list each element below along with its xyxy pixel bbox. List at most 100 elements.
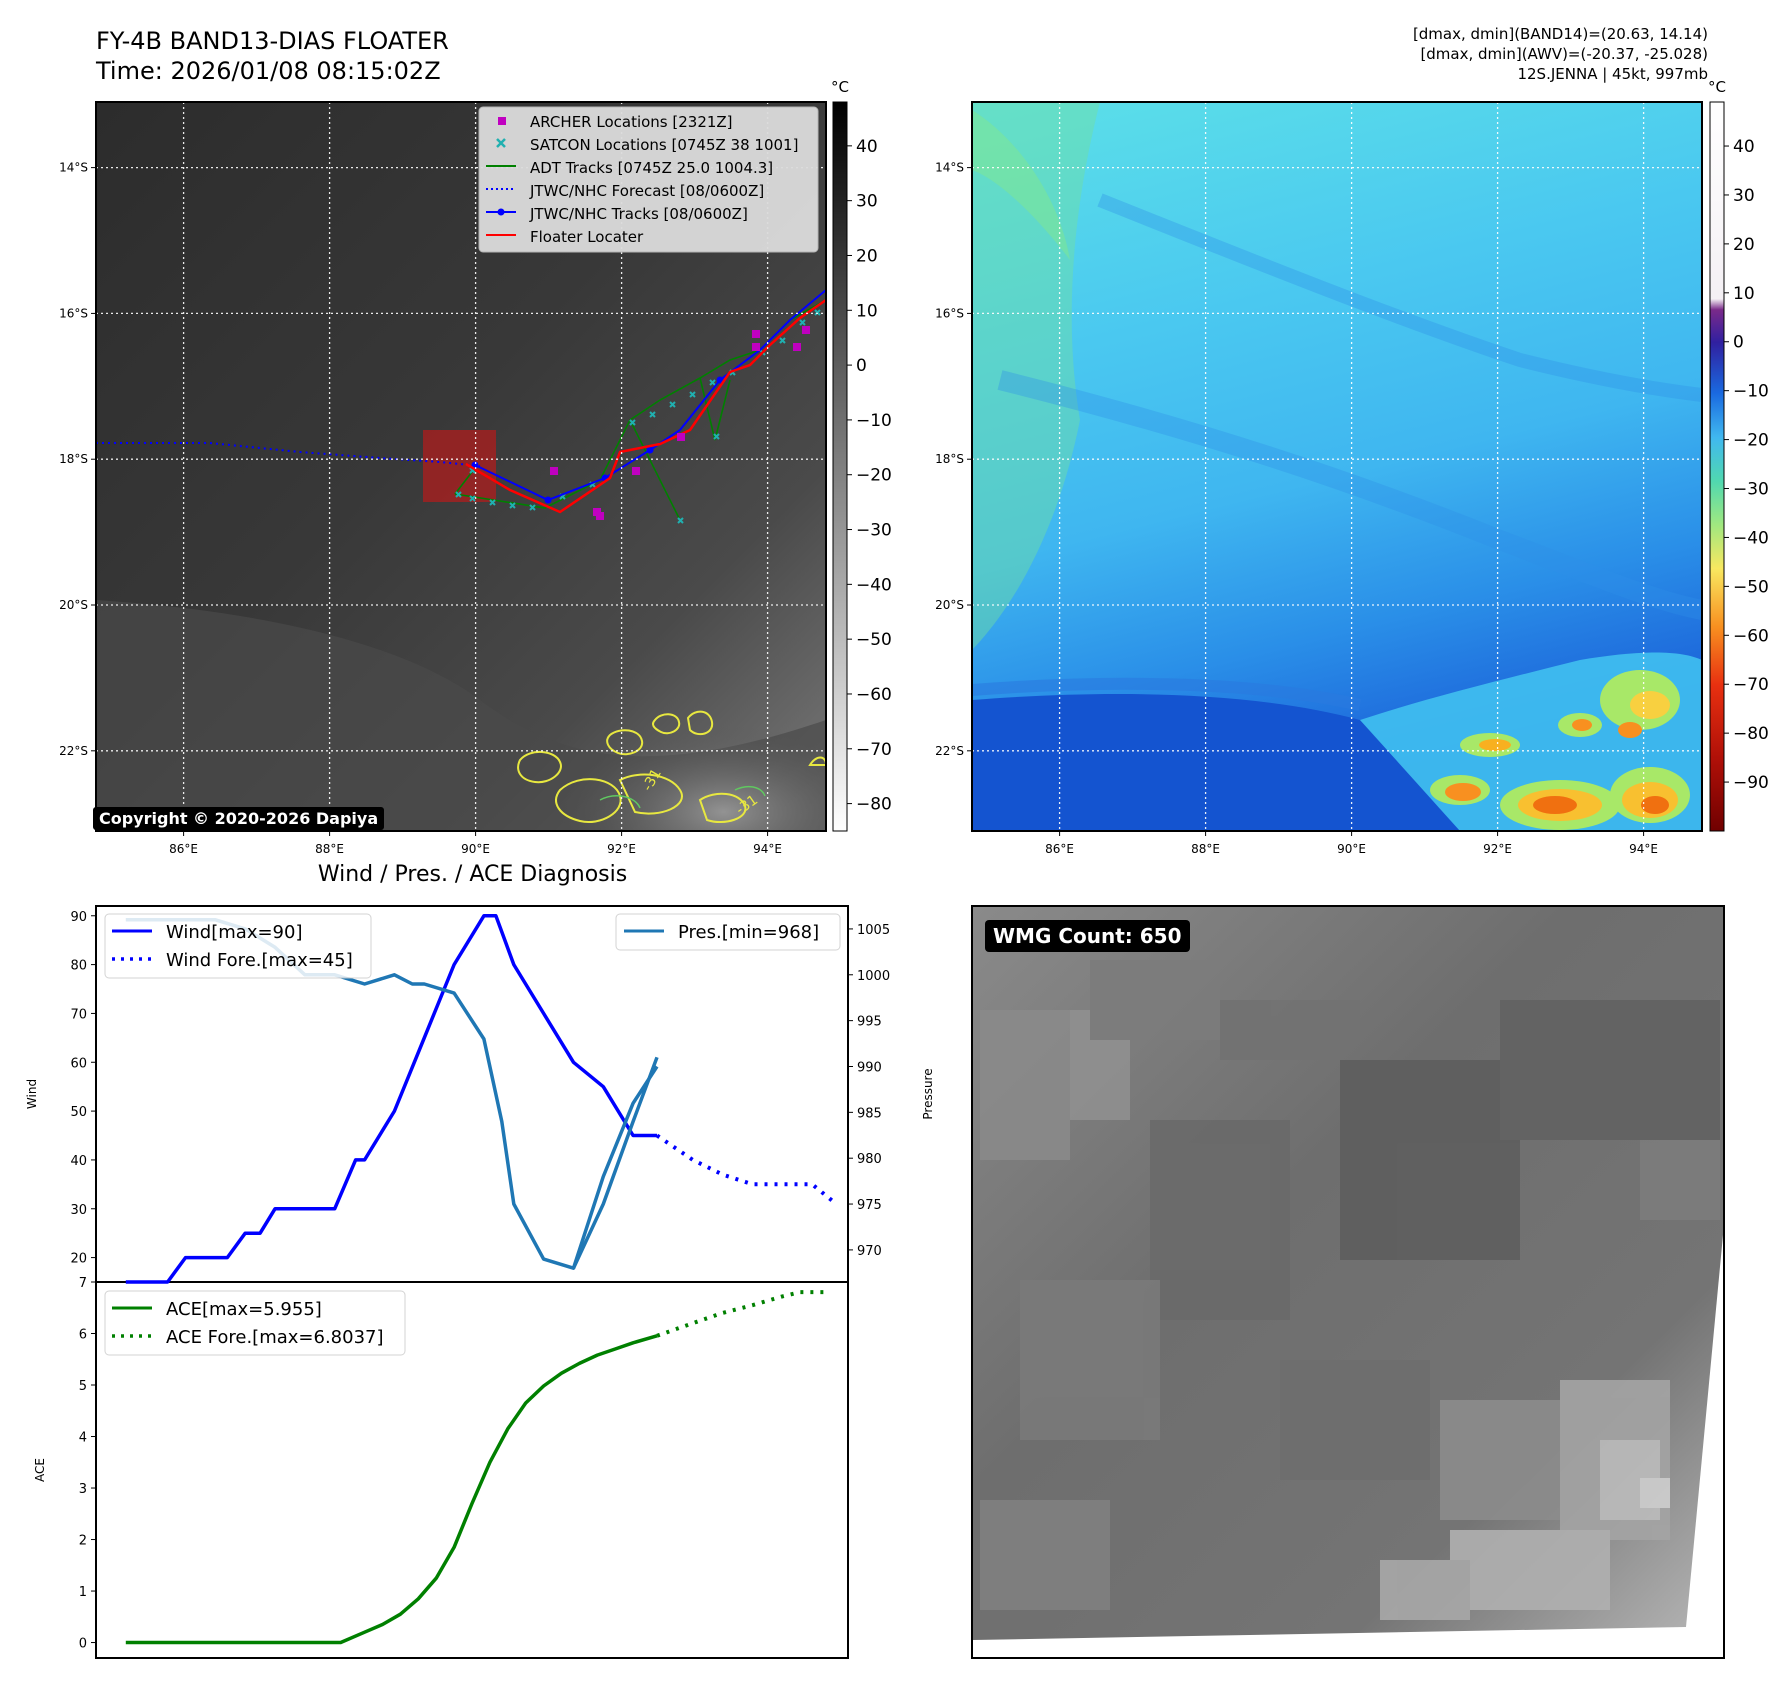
y2-tick-label: 980	[857, 1152, 882, 1167]
awv-map-axes: 86°E 88°E 90°E 92°E 94°E 14°S 16°S 18°S 20°S 22°S	[935, 161, 1658, 856]
ace-axis-label: ACE	[33, 1458, 47, 1482]
y-tick-label: 80	[70, 959, 87, 974]
y2-tick-label: 1005	[857, 923, 890, 938]
copyright-badge: Copyright © 2020-2026 Dapiya	[93, 807, 385, 830]
colorbar-tick-label: −50	[1733, 577, 1769, 597]
lon-tick-label: 92°E	[607, 842, 636, 856]
series-line-0	[125, 914, 657, 1284]
ir-colorbar: °C 40 30 20 10 0 −10 −20 −30 −40 −50 −60 −70 −80	[831, 78, 892, 832]
legend-ace: ACE[max=5.955]	[166, 1299, 322, 1320]
wind-axis-label: Wind	[25, 1079, 39, 1109]
lat-tick-label: 22°S	[59, 744, 88, 758]
awv-colorbar-unit: °C	[1708, 78, 1726, 96]
info-line-band14: [dmax, dmin](BAND14)=(20.63, 14.14)	[1412, 25, 1708, 43]
wmg-panel	[971, 905, 1725, 1659]
colorbar-tick-label: −80	[1733, 724, 1769, 744]
contour-line	[517, 751, 562, 784]
colorbar-tick-label: 0	[1733, 333, 1744, 353]
y-tick-label: 90	[70, 910, 87, 925]
lon-tick-label: 94°E	[753, 842, 782, 856]
y-tick-label: 6	[79, 1328, 87, 1343]
legend-wind-forecast: Wind Fore.[max=45]	[166, 950, 353, 971]
ir-map-legend: ARCHER Locations [2321Z] SATCON Location…	[478, 106, 819, 253]
wmg-pixel-blocks	[980, 960, 1720, 1620]
y-tick-label: 40	[70, 1154, 87, 1169]
y-tick-label: 60	[70, 1056, 87, 1071]
colorbar-tick-label: −20	[1733, 431, 1769, 451]
y2-tick-label: 985	[857, 1106, 882, 1121]
lon-tick-label: 90°E	[461, 842, 490, 856]
lon-tick-label: 86°E	[1045, 842, 1074, 856]
floater-box	[423, 430, 496, 502]
y-tick-label: 5	[79, 1379, 87, 1394]
ir-map-frame	[95, 101, 827, 832]
ir-map-axes: 86°E 88°E 90°E 92°E 94°E 14°S 16°S 18°S 20°S 22°S	[59, 161, 782, 856]
figure-title: FY-4B BAND13-DIAS FLOATER Time: 2026/01/…	[96, 26, 449, 86]
lon-tick-label: 94°E	[1629, 842, 1658, 856]
series-line-3	[571, 1065, 659, 1269]
lon-tick-label: 86°E	[169, 842, 198, 856]
wind-pressure-plot: 20 30 40 50 60 70 80 90 970 975 980 985 990 995 1000 10…	[70, 910, 890, 1284]
y2-tick-label: 995	[857, 1015, 882, 1030]
colorbar-tick-label: −10	[1733, 382, 1769, 402]
y-tick-label: 3	[79, 1482, 87, 1497]
colorbar-tick-label: −90	[1733, 773, 1769, 793]
y2-tick-label: 970	[857, 1244, 882, 1259]
wind-legend: Wind[max=90] Wind Fore.[max=45]	[104, 913, 372, 979]
y-tick-label: 2	[79, 1534, 87, 1549]
colorbar-tick-label: −70	[856, 740, 892, 760]
lat-tick-label: 18°S	[935, 452, 964, 466]
y-tick-label: 4	[79, 1431, 87, 1446]
colorbar-tick-label: −10	[856, 411, 892, 431]
y2-tick-label: 1000	[857, 969, 890, 984]
legend-jtwc-tracks: JTWC/NHC Tracks [08/0600Z]	[529, 205, 748, 223]
colorbar-tick-label: −60	[856, 685, 892, 705]
legend-archer: ARCHER Locations [2321Z]	[530, 113, 733, 131]
colorbar-tick-label: −20	[856, 466, 892, 486]
wmg-count-badge: WMG Count: 650	[985, 920, 1190, 952]
title-line-2: Time: 2026/01/08 08:15:02Z	[96, 57, 441, 85]
awv-map-frame	[971, 101, 1703, 832]
title-line-1: FY-4B BAND13-DIAS FLOATER	[96, 27, 449, 55]
colorbar-tick-label: 10	[856, 301, 878, 321]
lon-tick-label: 92°E	[1483, 842, 1512, 856]
awv-colorbar: °C 40 30 20 10 0 −10 −20 −30 −40 −50 −60 −70 −80 −90	[1708, 78, 1769, 832]
lat-tick-label: 22°S	[935, 744, 964, 758]
lat-tick-label: 20°S	[59, 598, 88, 612]
series-line-1	[656, 1290, 831, 1338]
y-tick-label: 70	[70, 1007, 87, 1022]
lat-tick-label: 20°S	[935, 598, 964, 612]
colorbar-tick-label: −50	[856, 630, 892, 650]
awv-map-gridlines	[972, 102, 1702, 831]
diagnosis-title: Wind / Pres. / ACE Diagnosis	[317, 862, 628, 887]
pressure-axis-label: Pressure	[921, 1068, 935, 1119]
legend-floater: Floater Locater	[530, 228, 644, 246]
legend-satcon: SATCON Locations [0745Z 38 1001]	[530, 136, 798, 154]
awv-map-panel: 86°E 88°E 90°E 92°E 94°E 14°S 16°S 18°S 20°S 22°S…	[935, 78, 1769, 856]
colorbar-tick-label: 30	[856, 192, 878, 212]
y-tick-label: 20	[70, 1252, 87, 1267]
lat-tick-label: 18°S	[59, 452, 88, 466]
info-line-awv: [dmax, dmin](AWV)=(-20.37, -25.028)	[1420, 45, 1708, 63]
ace-legend: ACE[max=5.955] ACE Fore.[max=6.8037]	[104, 1290, 406, 1356]
lat-tick-label: 16°S	[59, 306, 88, 320]
lat-tick-label: 14°S	[935, 161, 964, 175]
colorbar-tick-label: 10	[1733, 284, 1755, 304]
colorbar-tick-label: 40	[856, 137, 878, 157]
colorbar-tick-label: 40	[1733, 137, 1755, 157]
colorbar-tick-label: 30	[1733, 186, 1755, 206]
colorbar-tick-label: −60	[1733, 626, 1769, 646]
y2-tick-label: 990	[857, 1060, 882, 1075]
y-tick-label: 1	[79, 1585, 87, 1600]
y-tick-label: 30	[70, 1203, 87, 1218]
floater-locater-track	[465, 298, 826, 514]
figure-info: [dmax, dmin](BAND14)=(20.63, 14.14) [dma…	[1413, 24, 1708, 84]
legend-wind: Wind[max=90]	[166, 922, 303, 943]
ir-colorbar-unit: °C	[831, 78, 849, 96]
lon-tick-label: 88°E	[315, 842, 344, 856]
info-line-storm: 12S.JENNA | 45kt, 997mb	[1517, 65, 1708, 83]
pressure-legend: Pres.[min=968]	[615, 913, 841, 951]
colorbar-tick-label: −30	[856, 521, 892, 541]
y-tick-label: 0	[79, 1637, 87, 1652]
jtwc-track	[474, 289, 826, 502]
